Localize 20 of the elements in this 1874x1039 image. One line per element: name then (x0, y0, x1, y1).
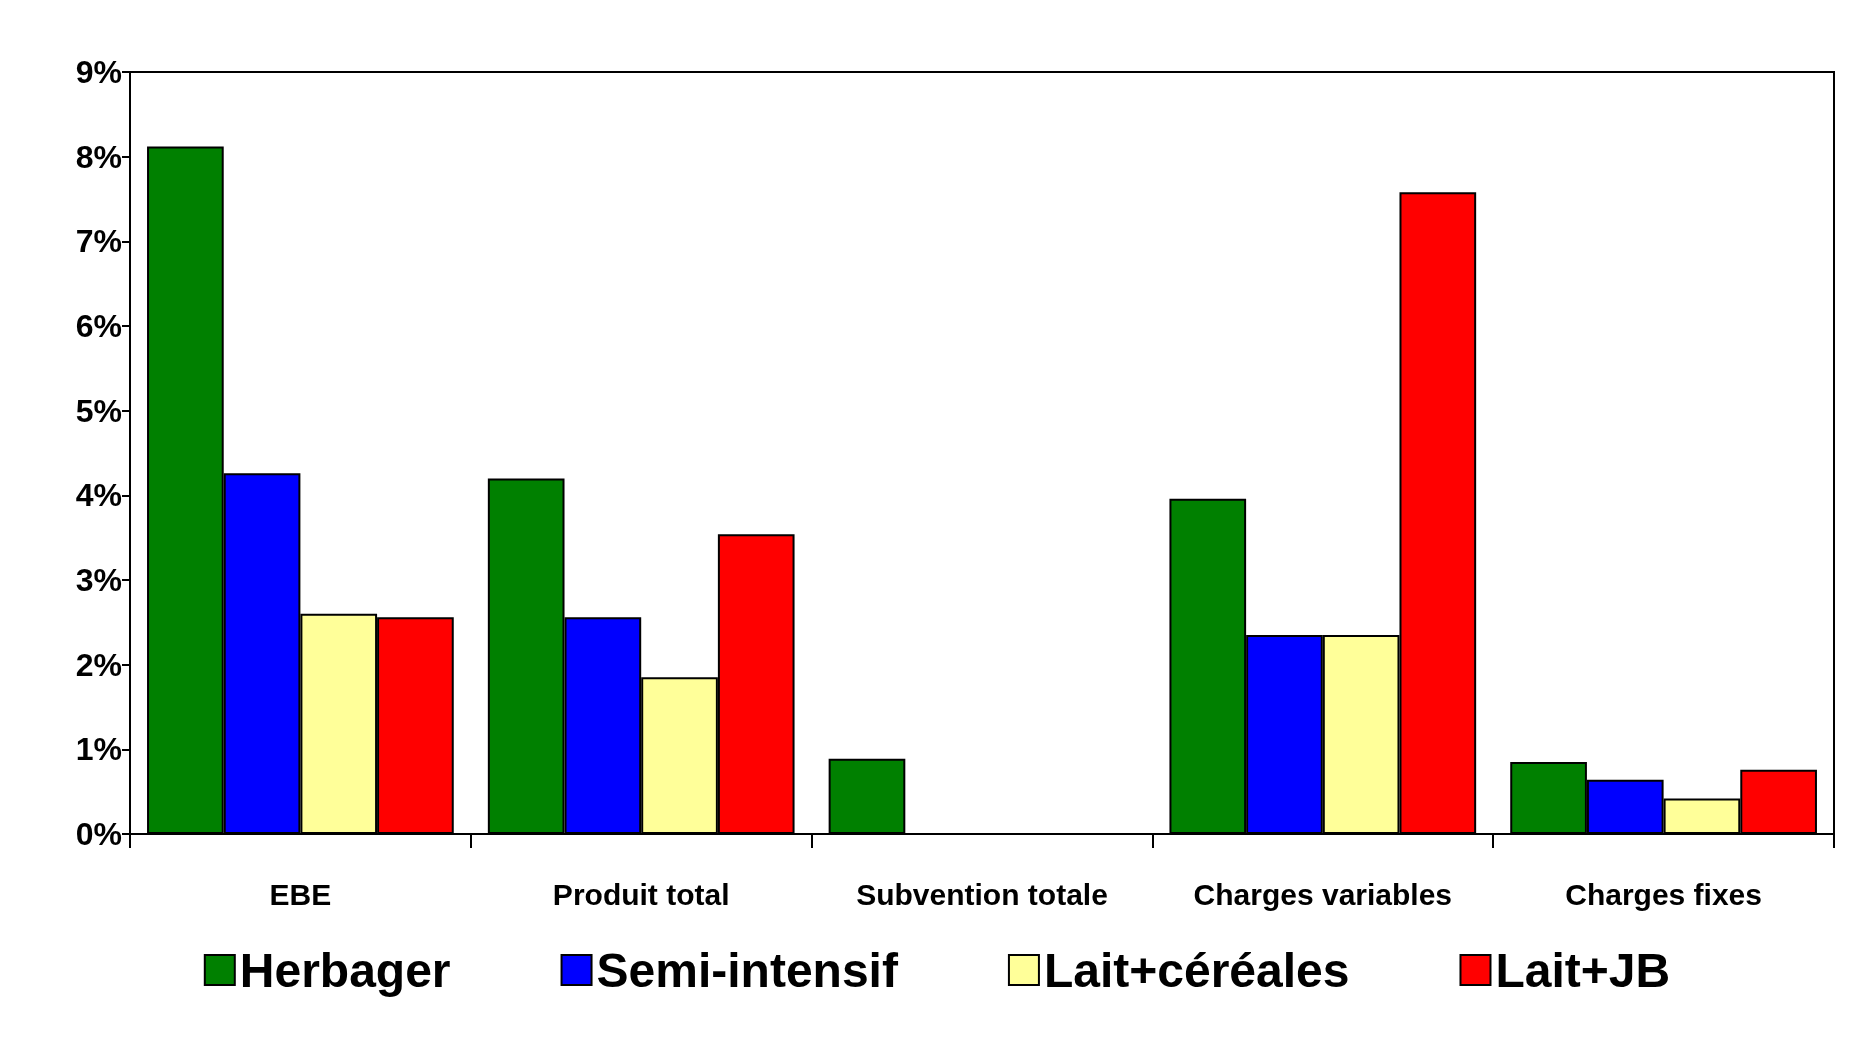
y-tick-label: 6% (75, 308, 122, 344)
y-tick-label: 8% (75, 138, 122, 175)
y-tick-label: 7% (75, 223, 122, 260)
legend-label: Herbager (239, 943, 451, 997)
y-tick-label: 5% (75, 392, 122, 429)
y-tick-label: 1% (75, 731, 122, 768)
x-tick-label: EBE (269, 877, 332, 911)
y-tick-label: 3% (75, 562, 122, 598)
legend-label: Semi-intensif (596, 943, 899, 997)
y-tick-label: 0% (75, 816, 122, 852)
y-tick-label: 4% (75, 477, 122, 514)
bar (828, 758, 906, 834)
legend-label: Lait+JB (1495, 943, 1671, 997)
x-tick-label: Charges fixes (1565, 877, 1762, 911)
x-tick-label: Charges variables (1193, 877, 1453, 911)
x-tick-label: Produit total (552, 877, 730, 911)
legend-label: Lait+céréales (1043, 943, 1350, 997)
x-tick-label: Subvention totale (856, 877, 1108, 911)
y-tick-label: 9% (75, 54, 122, 90)
y-tick-label: 2% (75, 646, 122, 683)
